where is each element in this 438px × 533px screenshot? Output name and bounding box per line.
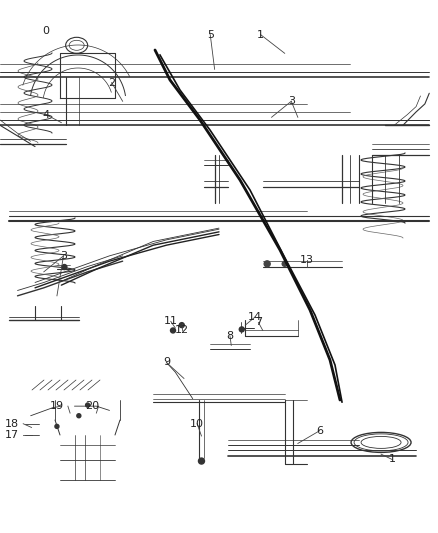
- Text: 2: 2: [108, 78, 115, 87]
- Text: 8: 8: [226, 331, 233, 341]
- Circle shape: [198, 458, 205, 464]
- Text: 17: 17: [5, 431, 19, 440]
- Circle shape: [179, 322, 184, 328]
- Text: 1: 1: [257, 30, 264, 39]
- Text: 3: 3: [288, 96, 295, 106]
- Text: 14: 14: [248, 312, 262, 322]
- Text: 7: 7: [255, 318, 262, 327]
- Circle shape: [77, 414, 81, 418]
- Circle shape: [282, 261, 287, 266]
- Text: 4: 4: [42, 110, 49, 119]
- Text: 10: 10: [190, 419, 204, 429]
- Text: 19: 19: [50, 401, 64, 411]
- Text: 13: 13: [300, 255, 314, 265]
- Circle shape: [264, 261, 270, 267]
- Text: 18: 18: [5, 419, 19, 429]
- Circle shape: [62, 264, 67, 270]
- Text: 0: 0: [42, 26, 49, 36]
- Text: 5: 5: [207, 30, 214, 39]
- Text: 20: 20: [85, 401, 99, 411]
- Circle shape: [239, 327, 244, 332]
- Text: 9: 9: [163, 358, 170, 367]
- Text: 11: 11: [164, 317, 178, 326]
- Text: 6: 6: [316, 426, 323, 435]
- Text: 12: 12: [175, 326, 189, 335]
- Circle shape: [55, 424, 59, 429]
- Circle shape: [170, 328, 176, 333]
- Text: 3: 3: [60, 251, 67, 261]
- Text: 1: 1: [389, 455, 396, 464]
- Circle shape: [85, 403, 90, 407]
